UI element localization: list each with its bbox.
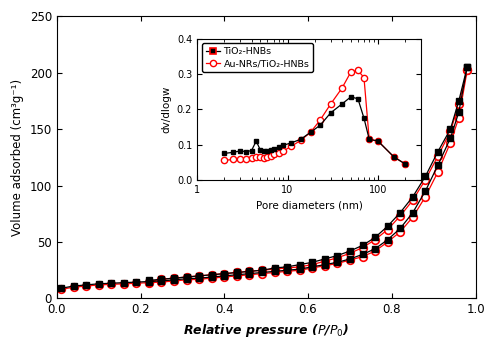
X-axis label: Pore diameters (nm): Pore diameters (nm) [255, 200, 363, 210]
X-axis label: Relative pressure ($P$/$P_0$): Relative pressure ($P$/$P_0$) [183, 322, 349, 339]
Y-axis label: Volume adsorbed (cm³g⁻¹): Volume adsorbed (cm³g⁻¹) [11, 79, 24, 236]
Y-axis label: dv/dlogw: dv/dlogw [161, 86, 171, 133]
Legend: TiO₂-HNBs, Au-NRs/TiO₂-HNBs: TiO₂-HNBs, Au-NRs/TiO₂-HNBs [202, 43, 313, 72]
